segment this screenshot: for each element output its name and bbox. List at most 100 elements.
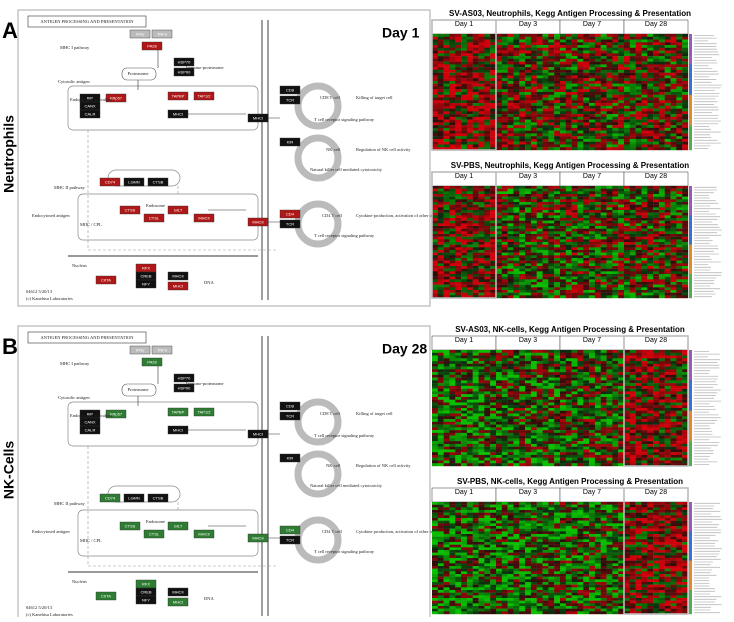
heatmap-cell: [641, 261, 647, 264]
heatmap-cell: [531, 81, 537, 84]
heatmap-cell: [566, 295, 572, 298]
heatmap-cell: [548, 405, 554, 408]
heatmap-cell: [513, 414, 519, 417]
heatmap-cell: [537, 386, 543, 389]
heatmap-cell: [665, 231, 671, 234]
heatmap-cell: [595, 189, 601, 192]
heatmap-cell: [548, 120, 554, 123]
heatmap-cell: [543, 59, 549, 62]
heatmap-cell: [449, 103, 455, 106]
heatmap-cell: [624, 78, 630, 81]
heatmap-cell: [560, 40, 566, 43]
heatmap-cell: [496, 194, 502, 197]
heatmap-cell: [583, 136, 589, 139]
heatmap-cell: [624, 229, 630, 232]
heatmap-cell: [624, 125, 630, 128]
heatmap-cell: [566, 89, 572, 92]
heatmap-cell: [595, 45, 601, 48]
heatmap-cell: [473, 131, 479, 134]
gene-label: MHCI: [173, 111, 183, 116]
heatmap-cell: [508, 295, 514, 298]
heatmap-cell: [513, 247, 519, 250]
heatmap-cell: [676, 261, 682, 264]
heatmap-cell: [636, 282, 642, 285]
heatmap-cell: [531, 263, 537, 266]
heatmap-cell: [572, 282, 578, 285]
heatmap-cell: [449, 128, 455, 131]
heatmap-cell: [513, 205, 519, 208]
heatmap-cell: [467, 458, 473, 461]
heatmap-cell: [665, 142, 671, 145]
heatmap-cell: [473, 414, 479, 417]
heatmap-cell: [519, 449, 525, 452]
heatmap-cell: [682, 253, 688, 256]
heatmap-cell: [513, 128, 519, 131]
heatmap-cell: [653, 263, 659, 266]
heatmap-cell: [438, 142, 444, 145]
heatmap-cell: [525, 237, 531, 240]
heatmap-cell: [647, 293, 653, 296]
heatmap-cell: [461, 131, 467, 134]
heatmap-cell: [537, 405, 543, 408]
heatmap-cell: [479, 460, 485, 463]
heatmap-cell: [653, 287, 659, 290]
heatmap-cell: [659, 122, 665, 125]
heatmap-cell: [461, 92, 467, 95]
heatmap-cell: [630, 64, 636, 67]
annotation-strip: [689, 48, 692, 51]
heatmap-cell: [461, 245, 467, 248]
heatmap-cell: [607, 253, 613, 256]
heatmap-cell: [432, 142, 438, 145]
heatmap-cell: [513, 142, 519, 145]
heatmap-cell: [589, 84, 595, 87]
heatmap-cell: [455, 75, 461, 78]
heatmap-cell: [641, 81, 647, 84]
heatmap-cell: [543, 109, 549, 112]
heatmap-cell: [543, 386, 549, 389]
heatmap-cell: [665, 64, 671, 67]
heatmap-cell: [554, 229, 560, 232]
heatmap-cell: [513, 369, 519, 372]
heatmap-cell: [583, 239, 589, 242]
heatmap-cell: [525, 287, 531, 290]
heatmap-cell: [444, 226, 450, 229]
heatmap-cell: [502, 34, 508, 37]
heatmap-cell: [671, 117, 677, 120]
heatmap-cell: [519, 287, 525, 290]
heatmap-cell: [630, 290, 636, 293]
heatmap-cell: [444, 455, 450, 458]
heatmap-cell: [508, 277, 514, 280]
heatmap-cell: [537, 253, 543, 256]
heatmap-cell: [554, 253, 560, 256]
heatmap-cell: [531, 120, 537, 123]
heatmap-cell: [543, 231, 549, 234]
heatmap-cell: [653, 131, 659, 134]
heatmap-cell: [502, 460, 508, 463]
heatmap-cell: [444, 277, 450, 280]
heatmap-cell: [560, 67, 566, 70]
heatmap-cell: [467, 81, 473, 84]
heatmap-cell: [473, 258, 479, 261]
heatmap-cell: [560, 274, 566, 277]
heatmap-cell: [461, 226, 467, 229]
heatmap-cell: [508, 422, 514, 425]
heatmap-cell: [467, 353, 473, 356]
heatmap-cell: [444, 425, 450, 428]
heatmap-cell: [455, 128, 461, 131]
heatmap-cell: [607, 109, 613, 112]
heatmap-cell: [548, 293, 554, 296]
heatmap-cell: [572, 51, 578, 54]
heatmap-cell: [560, 210, 566, 213]
heatmap-cell: [572, 242, 578, 245]
heatmap-cell: [461, 290, 467, 293]
heatmap-cell: [537, 42, 543, 45]
heatmap-cell: [537, 427, 543, 430]
heatmap-cell: [525, 430, 531, 433]
heatmap-cell: [659, 51, 665, 54]
heatmap-cell: [543, 37, 549, 40]
heatmap-cell: [525, 411, 531, 414]
heatmap-cell: [659, 239, 665, 242]
heatmap-cell: [467, 191, 473, 194]
heatmap-cell: [607, 73, 613, 76]
heatmap-cell: [467, 444, 473, 447]
